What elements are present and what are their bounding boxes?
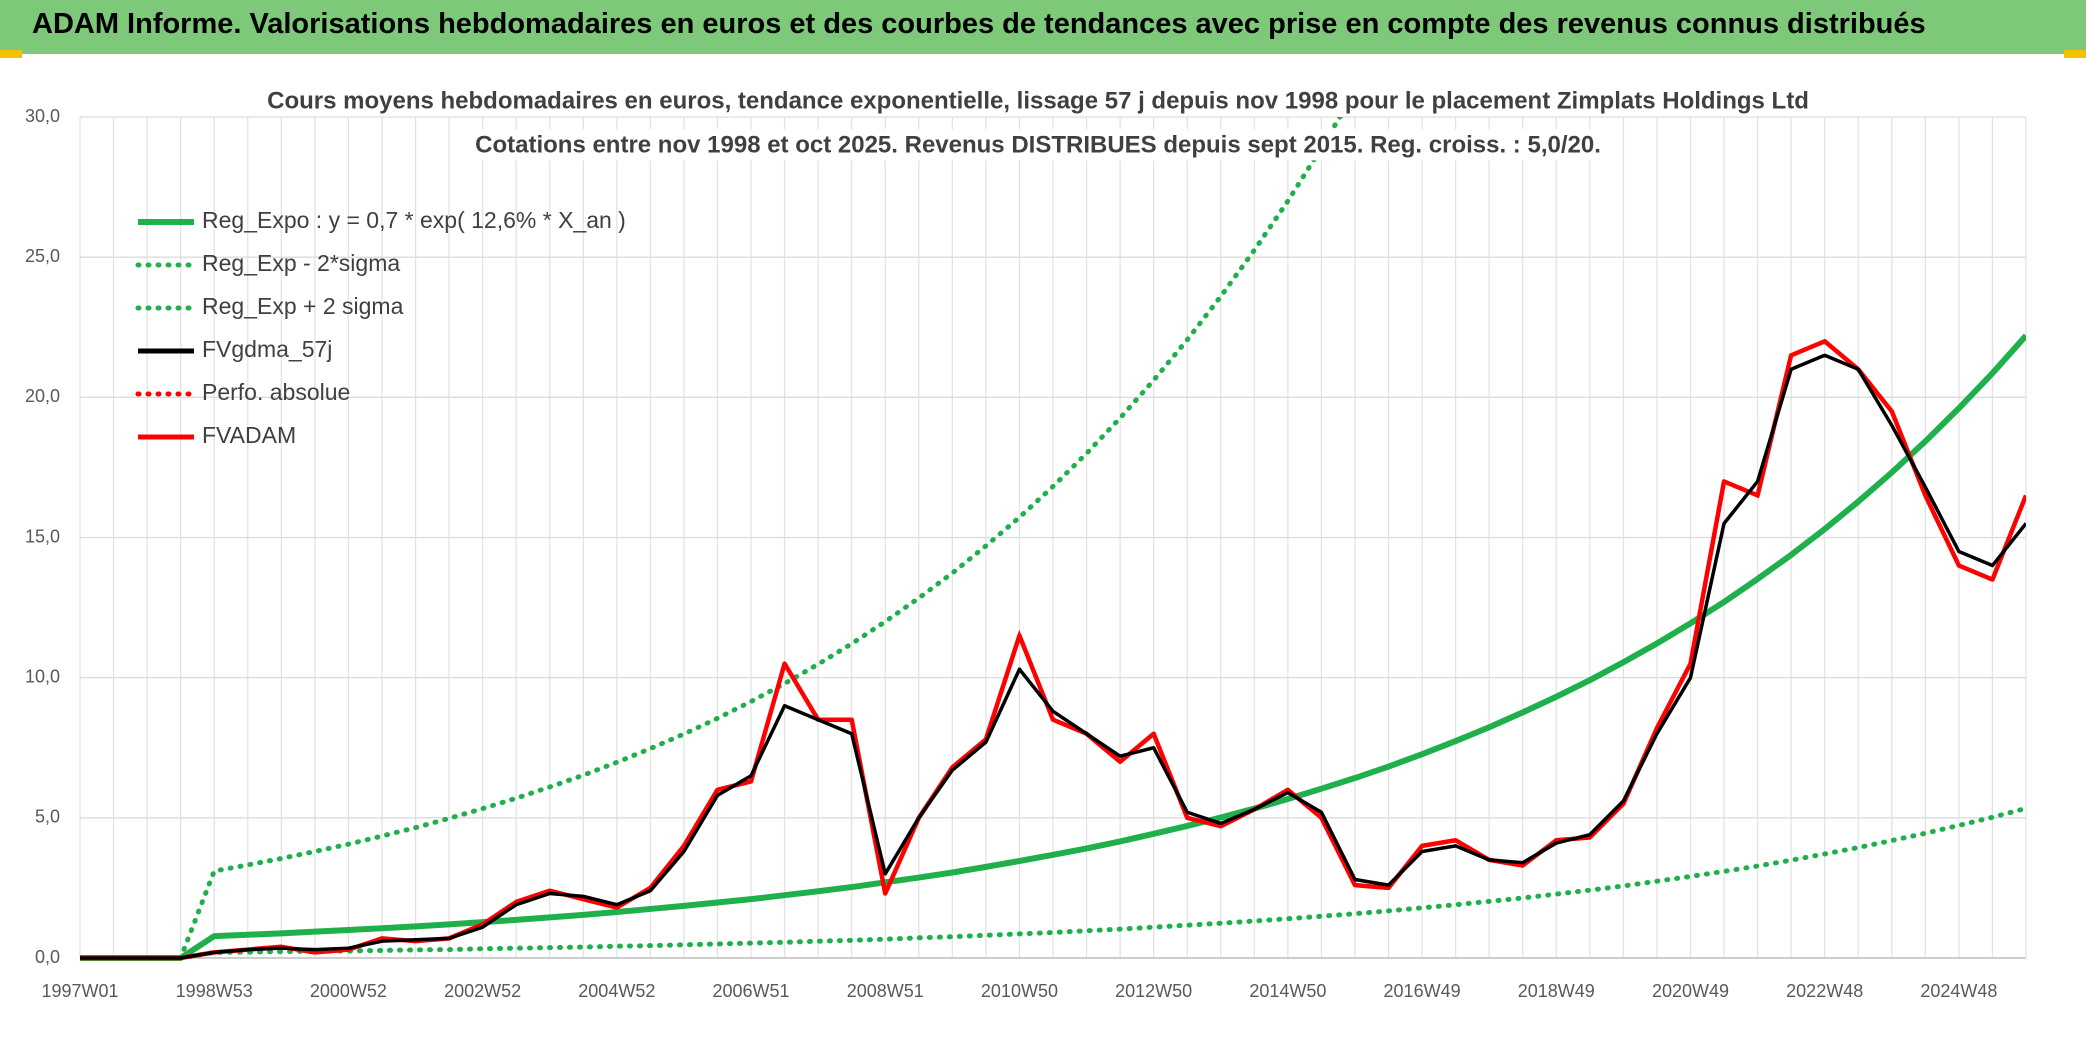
x-tick-label: 2012W50 [1115,981,1192,1001]
y-tick-label: 5,0 [35,807,60,827]
y-tick-label: 10,0 [25,666,60,686]
x-tick-label: 2006W51 [713,981,790,1001]
series-line [80,333,2026,961]
header-bar: ADAM Informe. Valorisations hebdomadaire… [0,0,2086,54]
legend-label: FVADAM [202,422,296,448]
plot-lines [80,117,2026,961]
chart: 0,0 5,0 10,0 15,0 20,0 25,0 30,0 1997W01 1998W53… [25,85,2027,1001]
series-line [80,117,1343,961]
x-tick-label: 2002W52 [444,981,521,1001]
y-tick-label: 25,0 [25,246,60,266]
x-tick-label: 2022W48 [1786,981,1863,1001]
legend-label: Reg_Exp + 2 sigma [202,293,404,319]
chart-subtitle: Cotations entre nov 1998 et oct 2025. Re… [475,131,1601,158]
legend-label: Reg_Expo : y = 0,7 * exp( 12,6% * X_an ) [202,207,626,233]
header-title: ADAM Informe. Valorisations hebdomadaire… [32,8,1926,40]
y-tick-label: 20,0 [25,386,60,406]
x-tick-label: 2010W50 [981,981,1058,1001]
corner [2064,50,2086,58]
x-tick-label: 2018W49 [1518,981,1595,1001]
title-backing [257,85,1819,117]
legend-label: FVgdma_57j [202,336,332,362]
chart-title: Cours moyens hebdomadaires en euros, ten… [267,87,1809,114]
title-backing [465,129,1611,161]
legend-label: Reg_Exp - 2*sigma [202,250,400,276]
x-tick-label: 2014W50 [1249,981,1326,1001]
y-tick-label: 15,0 [25,526,60,546]
x-tick-label: 2024W48 [1920,981,1997,1001]
x-tick-label: 2004W52 [578,981,655,1001]
x-tick-label: 2020W49 [1652,981,1729,1001]
series-line [80,353,2026,960]
x-tick-label: 2016W49 [1384,981,1461,1001]
x-tick-label: 2008W51 [847,981,924,1001]
legend-label: Perfo. absolue [202,379,350,405]
x-tick-label: 2000W52 [310,981,387,1001]
x-tick-label: 1997W01 [41,981,118,1001]
y-tick-label: 30,0 [25,106,60,126]
x-tick-label: 1998W53 [176,981,253,1001]
y-tick-label: 0,0 [35,947,60,967]
corner [0,50,22,58]
